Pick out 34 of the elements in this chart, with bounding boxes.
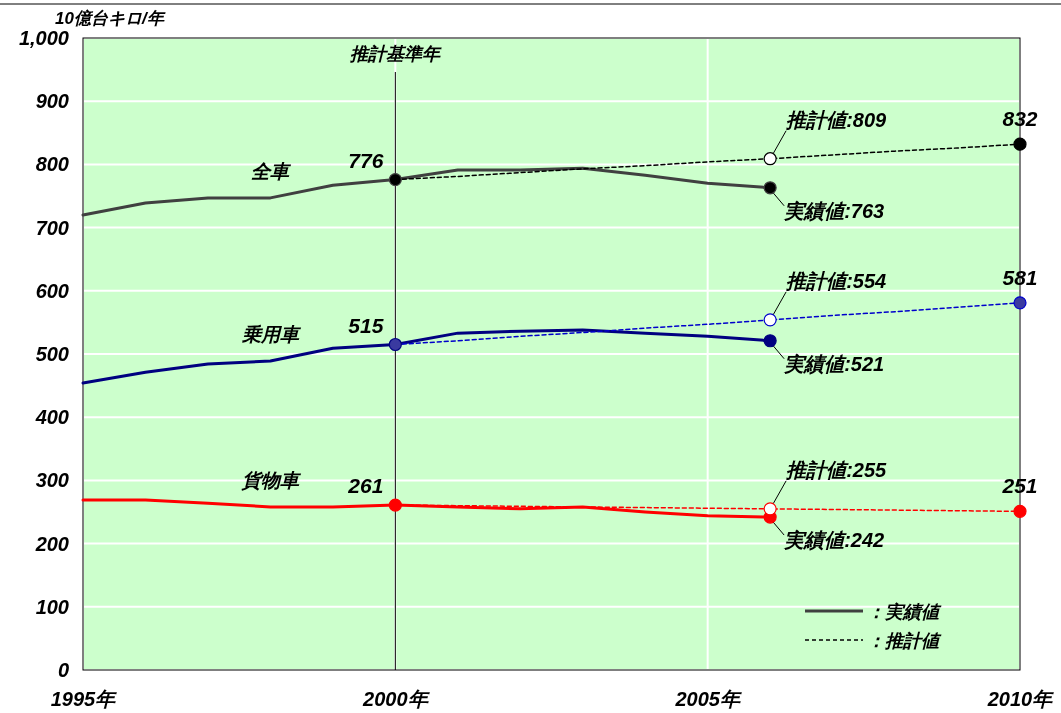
- annotation: 全車: [251, 160, 293, 182]
- annotation: 乗用車: [241, 323, 302, 345]
- data-label: 実績値:763: [783, 199, 885, 222]
- data-label: 実績値:242: [783, 529, 885, 552]
- y-tick-label: 400: [34, 406, 69, 429]
- y-axis-title: 10億台キロ/年: [55, 9, 166, 28]
- annotation: 貨物車: [240, 469, 302, 491]
- ref-line-label: 推計基準年: [349, 44, 443, 64]
- data-label: 776: [348, 148, 384, 172]
- legend-label: ：推計値: [867, 631, 942, 651]
- data-label: 261: [347, 474, 384, 498]
- data-label: 推計値:809: [785, 108, 888, 131]
- legend-label: ：実績値: [867, 602, 942, 622]
- data-label: 推計値:554: [785, 269, 887, 292]
- data-label: 515: [348, 313, 384, 337]
- x-tick-label: 1995年: [50, 688, 118, 710]
- x-tick-label: 2010年: [986, 688, 1055, 710]
- x-tick-label: 2000年: [362, 688, 430, 710]
- y-tick-label: 100: [35, 595, 69, 618]
- y-tick-label: 0: [57, 659, 69, 681]
- y-tick-label: 700: [35, 216, 69, 239]
- y-tick-label: 300: [35, 469, 69, 492]
- y-tick-label: 500: [35, 343, 69, 365]
- data-label: 251: [1001, 474, 1038, 498]
- y-tick-label: 600: [35, 279, 69, 302]
- y-tick-label: 200: [34, 532, 69, 555]
- y-tick-label: 1,000: [18, 27, 69, 49]
- y-tick-label: 800: [35, 153, 69, 176]
- data-label: 実績値:521: [783, 352, 885, 375]
- data-label: 推計値:255: [785, 458, 888, 481]
- data-label: 832: [1002, 107, 1038, 131]
- y-tick-label: 900: [35, 90, 69, 113]
- data-label: 581: [1002, 265, 1038, 289]
- x-tick-label: 2005年: [674, 688, 742, 710]
